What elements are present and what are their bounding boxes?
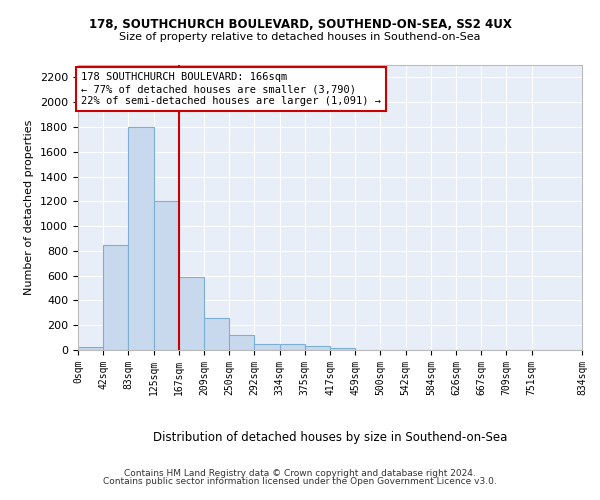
Bar bbox=[205, 318, 229, 350]
Text: 178 SOUTHCHURCH BOULEVARD: 166sqm
← 77% of detached houses are smaller (3,790)
2: 178 SOUTHCHURCH BOULEVARD: 166sqm ← 77% … bbox=[81, 72, 381, 106]
Bar bbox=[254, 344, 280, 350]
Text: Contains HM Land Registry data © Crown copyright and database right 2024.: Contains HM Land Registry data © Crown c… bbox=[124, 468, 476, 477]
Text: 178, SOUTHCHURCH BOULEVARD, SOUTHEND-ON-SEA, SS2 4UX: 178, SOUTHCHURCH BOULEVARD, SOUTHEND-ON-… bbox=[89, 18, 511, 30]
Text: Contains public sector information licensed under the Open Government Licence v3: Contains public sector information licen… bbox=[103, 477, 497, 486]
Bar bbox=[128, 127, 154, 350]
Bar bbox=[78, 347, 103, 350]
Bar bbox=[154, 202, 179, 350]
Text: Size of property relative to detached houses in Southend-on-Sea: Size of property relative to detached ho… bbox=[119, 32, 481, 42]
Bar bbox=[280, 344, 305, 350]
Bar bbox=[330, 348, 355, 350]
Y-axis label: Number of detached properties: Number of detached properties bbox=[25, 120, 34, 295]
Bar bbox=[103, 246, 128, 350]
Text: Distribution of detached houses by size in Southend-on-Sea: Distribution of detached houses by size … bbox=[153, 431, 507, 444]
Bar bbox=[229, 334, 254, 350]
Bar bbox=[305, 346, 330, 350]
Bar bbox=[179, 277, 205, 350]
